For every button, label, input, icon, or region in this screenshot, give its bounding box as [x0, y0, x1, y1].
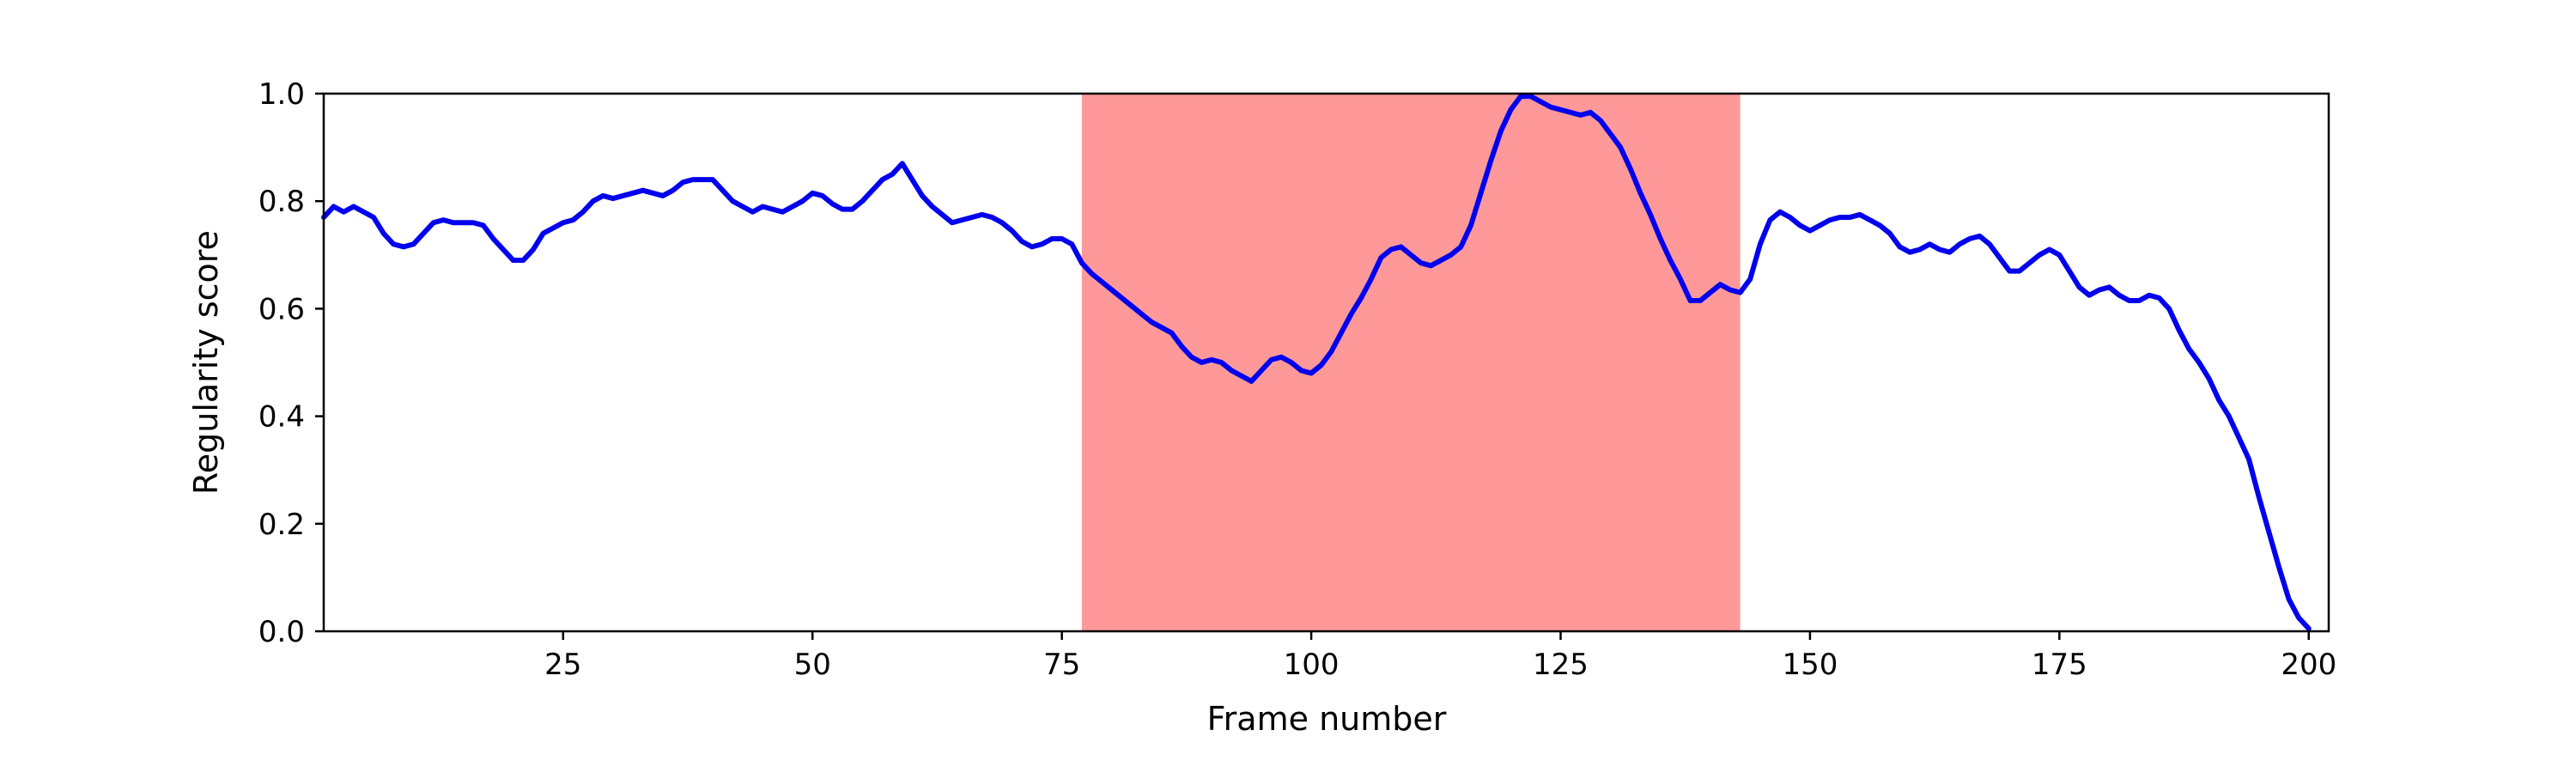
y-axis-label: Regularity score: [187, 230, 225, 495]
y-tick-label-5: 1.0: [258, 77, 305, 112]
x-tick-label-25: 25: [544, 648, 581, 682]
series-line-0: [321, 94, 2312, 631]
x-tick-label-75: 75: [1043, 648, 1080, 682]
anomaly-span: [1081, 94, 1741, 631]
x-axis-label: Frame number: [1207, 700, 1447, 738]
x-tick-label-150: 150: [1782, 648, 1838, 682]
y-tick-label-2: 0.4: [258, 400, 305, 435]
x-tick-label-175: 175: [2032, 648, 2087, 682]
y-tick-label-1: 0.2: [258, 508, 305, 542]
x-tick-label-50: 50: [794, 648, 831, 682]
plot-area: 25 50 75 100 125 150 175 200 0.0 0.2 0.4 0.6 0.8 1.0: [258, 77, 2336, 682]
x-tick-label-125: 125: [1533, 648, 1589, 682]
y-tick-label-0: 0.0: [258, 615, 305, 649]
axes-frame: [322, 92, 2330, 633]
x-tick-label-100: 100: [1284, 648, 1340, 682]
x-tick-label-200: 200: [2281, 648, 2336, 682]
y-tick-label-4: 0.8: [258, 185, 305, 219]
y-tick-label-3: 0.6: [258, 292, 305, 326]
